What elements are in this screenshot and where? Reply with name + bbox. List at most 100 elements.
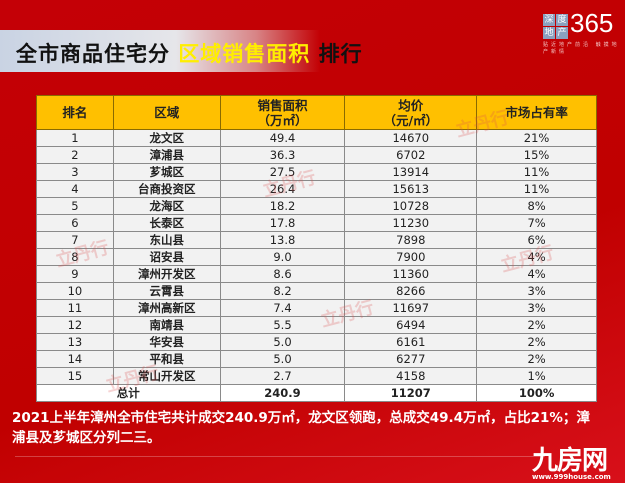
cell-region: 漳州开发区	[112, 265, 221, 283]
cell-share: 15%	[476, 146, 597, 164]
cell-price: 13914	[344, 163, 478, 181]
cell-area: 17.8	[219, 214, 346, 232]
cell-region: 漳浦县	[112, 146, 221, 164]
cell-price: 6161	[344, 333, 478, 351]
logo-tagline: 贴近地产前沿 触摸地产新情	[543, 42, 620, 55]
page-title: 全市商品住宅分 区域销售面积 排行	[16, 38, 363, 68]
cell-rank: 13	[36, 333, 114, 351]
cell-region: 龙文区	[112, 129, 221, 147]
cell-area: 27.5	[219, 163, 346, 181]
cell-price: 4158	[344, 367, 478, 385]
cell-region: 云霄县	[112, 282, 221, 300]
cell-price: 7898	[344, 231, 478, 249]
divider	[15, 456, 545, 457]
cell-share: 21%	[476, 129, 597, 147]
cell-share: 8%	[476, 197, 597, 215]
total-price: 11207	[344, 384, 478, 402]
cell-price: 14670	[344, 129, 478, 147]
table-row: 10 云霄县 8.2 8266 3%	[36, 282, 597, 300]
cell-region: 常山开发区	[112, 367, 221, 385]
cell-rank: 5	[36, 197, 114, 215]
total-area: 240.9	[219, 384, 346, 402]
logo-char: 产	[556, 27, 568, 39]
table-header-row: 排名 区域 销售面积 （万㎡） 均价 （元/㎡） 市场占有率	[36, 95, 597, 130]
cell-region: 华安县	[112, 333, 221, 351]
header-region: 区域	[112, 95, 221, 130]
watermark-url: www.999house.com	[532, 473, 611, 481]
cell-area: 36.3	[219, 146, 346, 164]
total-share: 100%	[476, 384, 597, 402]
cell-share: 11%	[476, 163, 597, 181]
table-row: 4 台商投资区 26.4 15613 11%	[36, 180, 597, 198]
cell-region: 长泰区	[112, 214, 221, 232]
cell-rank: 12	[36, 316, 114, 334]
cell-price: 7900	[344, 248, 478, 266]
cell-region: 诏安县	[112, 248, 221, 266]
header-share: 市场占有率	[476, 95, 597, 130]
cell-rank: 11	[36, 299, 114, 317]
cell-rank: 6	[36, 214, 114, 232]
summary-caption: 2021上半年漳州全市住宅共计成交240.9万㎡，龙文区领跑，总成交49.4万㎡…	[12, 410, 590, 446]
cell-rank: 3	[36, 163, 114, 181]
table-row: 13 华安县 5.0 6161 2%	[36, 333, 597, 351]
cell-price: 11230	[344, 214, 478, 232]
logo-number: 365	[570, 8, 614, 38]
cell-price: 11697	[344, 299, 478, 317]
total-label: 总计	[36, 384, 221, 402]
title-part1: 全市商品住宅分	[16, 42, 170, 66]
cell-rank: 2	[36, 146, 114, 164]
table-row: 3 芗城区 27.5 13914 11%	[36, 163, 597, 181]
cell-price: 6277	[344, 350, 478, 368]
cell-rank: 14	[36, 350, 114, 368]
cell-region: 台商投资区	[112, 180, 221, 198]
watermark-text: 九房网	[532, 446, 608, 476]
cell-price: 6702	[344, 146, 478, 164]
cell-rank: 4	[36, 180, 114, 198]
table-row: 1 龙文区 49.4 14670 21%	[36, 129, 597, 147]
cell-rank: 15	[36, 367, 114, 385]
cell-region: 漳州高新区	[112, 299, 221, 317]
cell-price: 11360	[344, 265, 478, 283]
table-row: 14 平和县 5.0 6277 2%	[36, 350, 597, 368]
table-row: 2 漳浦县 36.3 6702 15%	[36, 146, 597, 164]
logo-char: 度	[556, 14, 568, 26]
cell-rank: 10	[36, 282, 114, 300]
total-row: 总计 240.9 11207 100%	[36, 384, 597, 402]
cell-price: 6494	[344, 316, 478, 334]
table-row: 11 漳州高新区 7.4 11697 3%	[36, 299, 597, 317]
logo-char: 深	[543, 14, 555, 26]
cell-area: 5.0	[219, 333, 346, 351]
cell-area: 8.6	[219, 265, 346, 283]
logo-char: 地	[543, 27, 555, 39]
cell-area: 2.7	[219, 367, 346, 385]
cell-region: 东山县	[112, 231, 221, 249]
cell-share: 1%	[476, 367, 597, 385]
cell-area: 49.4	[219, 129, 346, 147]
header-area: 销售面积 （万㎡）	[219, 95, 346, 130]
cell-region: 龙海区	[112, 197, 221, 215]
cell-area: 13.8	[219, 231, 346, 249]
table-row: 5 龙海区 18.2 10728 8%	[36, 197, 597, 215]
watermark-logo: 九房网 www.999house.com	[532, 440, 611, 481]
cell-area: 5.0	[219, 350, 346, 368]
table-row: 6 长泰区 17.8 11230 7%	[36, 214, 597, 232]
title-bar	[0, 30, 320, 72]
header-rank: 排名	[36, 95, 114, 130]
title-part2: 排行	[318, 42, 363, 66]
title-highlight: 区域销售面积	[178, 42, 311, 66]
table-row: 8 诏安县 9.0 7900 4%	[36, 248, 597, 266]
ranking-table: 排名 区域 销售面积 （万㎡） 均价 （元/㎡） 市场占有率 1 龙文区 49.4 146…	[36, 95, 597, 402]
header-price: 均价 （元/㎡）	[344, 95, 478, 130]
cell-region: 芗城区	[112, 163, 221, 181]
cell-share: 11%	[476, 180, 597, 198]
cell-price: 10728	[344, 197, 478, 215]
cell-share: 3%	[476, 299, 597, 317]
cell-area: 18.2	[219, 197, 346, 215]
cell-share: 2%	[476, 316, 597, 334]
table-row: 7 东山县 13.8 7898 6%	[36, 231, 597, 249]
table-row: 12 南靖县 5.5 6494 2%	[36, 316, 597, 334]
cell-region: 南靖县	[112, 316, 221, 334]
cell-share: 2%	[476, 350, 597, 368]
cell-rank: 1	[36, 129, 114, 147]
cell-share: 7%	[476, 214, 597, 232]
